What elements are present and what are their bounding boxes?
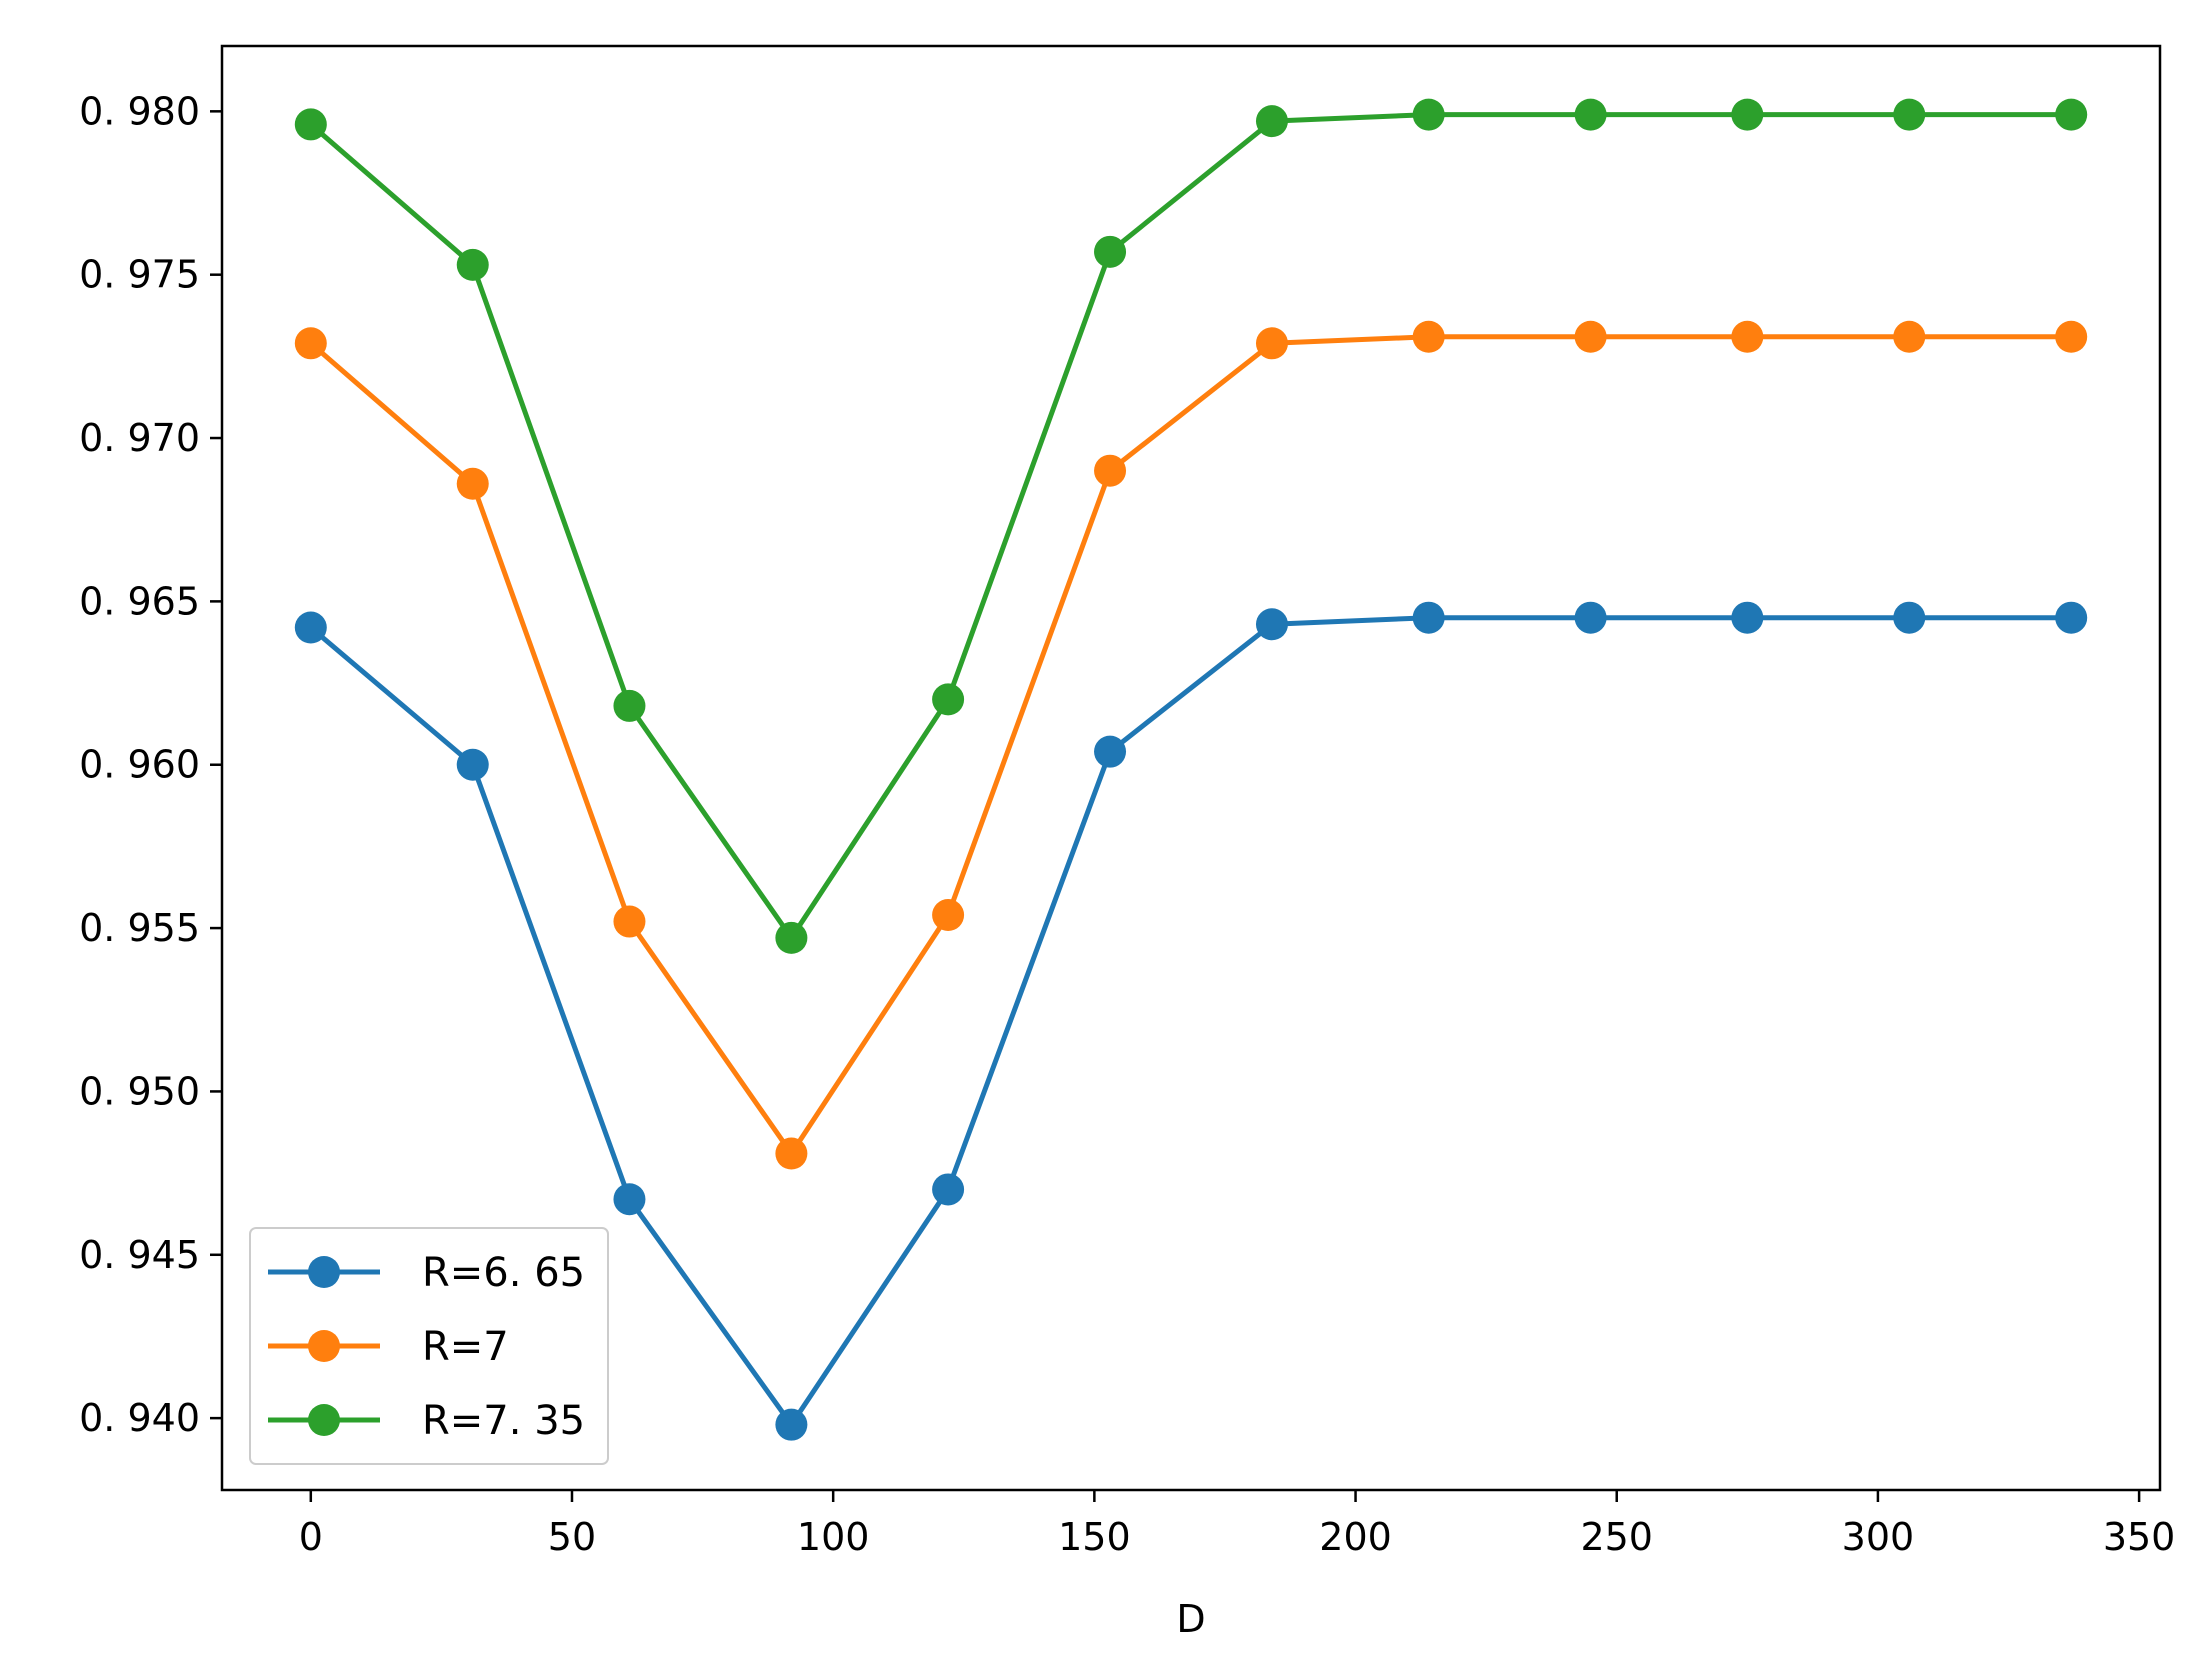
data-point xyxy=(2055,601,2088,634)
x-tick-label: 150 xyxy=(1058,1515,1131,1559)
data-point xyxy=(1574,320,1607,353)
y-tick-label: 0. 960 xyxy=(79,743,200,787)
legend-box xyxy=(249,1227,609,1465)
data-point xyxy=(1094,235,1127,268)
data-point xyxy=(1731,98,1764,131)
legend: R=6. 65 R=7 R=7. 35 xyxy=(249,1227,609,1465)
data-point xyxy=(613,689,646,722)
plot-area xyxy=(294,98,2088,1441)
data-point xyxy=(1255,105,1288,138)
data-point xyxy=(1574,601,1607,634)
data-point xyxy=(1412,320,1445,353)
legend-entry: R=7 xyxy=(268,1324,509,1370)
x-tick-label: 350 xyxy=(2103,1515,2176,1559)
legend-marker xyxy=(308,1256,340,1288)
data-point xyxy=(294,108,327,141)
data-point xyxy=(456,748,489,781)
data-point xyxy=(1412,601,1445,634)
data-point xyxy=(294,327,327,360)
legend-marker xyxy=(308,1330,340,1362)
data-point xyxy=(1574,98,1607,131)
data-point xyxy=(1893,98,1926,131)
series-2 xyxy=(294,320,2088,1170)
x-tick-label: 250 xyxy=(1580,1515,1653,1559)
y-axis: 0. 940 0. 945 0. 950 0. 955 0. 960 0. 965 0. 9… xyxy=(79,89,222,1440)
data-point xyxy=(1893,320,1926,353)
series-line xyxy=(309,334,2072,1156)
series-3 xyxy=(294,98,2088,954)
x-tick-label: 50 xyxy=(548,1515,596,1559)
data-point xyxy=(456,467,489,500)
series-line xyxy=(309,615,2072,1428)
data-point xyxy=(1094,454,1127,487)
data-point xyxy=(1412,98,1445,131)
data-point xyxy=(1731,601,1764,634)
data-point xyxy=(1255,327,1288,360)
legend-marker xyxy=(308,1404,340,1436)
data-point xyxy=(613,905,646,938)
y-tick-label: 0. 955 xyxy=(79,906,200,950)
y-tick-label: 0. 980 xyxy=(79,89,200,133)
legend-label: R=6. 65 xyxy=(422,1250,585,1296)
x-axis-label: D xyxy=(1176,1597,1205,1641)
data-point xyxy=(1893,601,1926,634)
x-axis: 0 50 100 150 200 250 300 350 xyxy=(299,1490,2176,1559)
legend-entry: R=6. 65 xyxy=(268,1250,585,1296)
y-tick-label: 0. 965 xyxy=(79,579,200,623)
y-tick-label: 0. 970 xyxy=(79,416,200,460)
data-point xyxy=(932,899,965,932)
data-point xyxy=(775,1137,808,1170)
y-tick-label: 0. 945 xyxy=(79,1233,200,1277)
data-point xyxy=(775,921,808,954)
y-tick-label: 0. 950 xyxy=(79,1069,200,1113)
x-tick-label: 200 xyxy=(1319,1515,1392,1559)
data-point xyxy=(613,1183,646,1216)
y-tick-label: 0. 940 xyxy=(79,1396,200,1440)
x-tick-label: 300 xyxy=(1842,1515,1915,1559)
data-point xyxy=(932,1173,965,1206)
data-point xyxy=(294,611,327,644)
x-tick-label: 100 xyxy=(797,1515,870,1559)
series-1 xyxy=(294,601,2088,1441)
axes-frame xyxy=(220,44,2162,1492)
data-point xyxy=(2055,98,2088,131)
data-point xyxy=(1094,735,1127,768)
data-point xyxy=(2055,320,2088,353)
legend-label: R=7 xyxy=(422,1324,509,1370)
legend-label: R=7. 35 xyxy=(422,1398,585,1444)
data-point xyxy=(456,248,489,281)
data-point xyxy=(1255,608,1288,641)
data-point xyxy=(932,683,965,716)
legend-entry: R=7. 35 xyxy=(268,1398,585,1444)
x-tick-label: 0 xyxy=(299,1515,323,1559)
series-line xyxy=(309,112,2072,941)
y-tick-label: 0. 975 xyxy=(79,253,200,297)
data-point xyxy=(775,1408,808,1441)
data-point xyxy=(1731,320,1764,353)
